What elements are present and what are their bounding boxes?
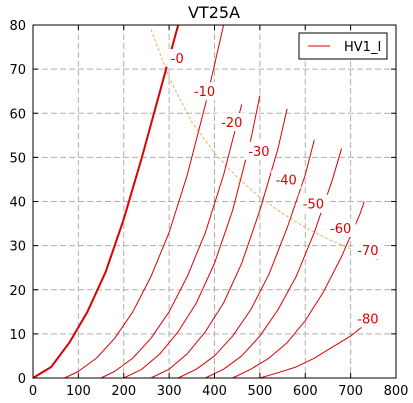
plate-curve-minus-0 bbox=[32, 24, 180, 379]
plate-curve-minus-80 bbox=[259, 324, 365, 379]
curve-label-bg bbox=[189, 82, 220, 101]
x-tick-label: 300 bbox=[157, 384, 182, 399]
curve-label-minus-80: -80 bbox=[357, 312, 378, 327]
grid-lines bbox=[33, 25, 396, 378]
y-tick-label: 40 bbox=[9, 196, 26, 211]
y-tick-label: 30 bbox=[9, 240, 26, 255]
plate-curve-minus-20 bbox=[100, 104, 243, 379]
plate-curve-minus-10 bbox=[64, 24, 225, 379]
x-tick-label: 600 bbox=[293, 384, 318, 399]
legend: HV1_I bbox=[298, 32, 388, 60]
chart-title: VT25A bbox=[188, 3, 240, 22]
y-tick-label: 70 bbox=[9, 63, 26, 78]
curve-label-minus-60: -60 bbox=[330, 222, 351, 237]
plate-curve-minus-50 bbox=[177, 139, 315, 379]
curve-label-bg bbox=[216, 113, 247, 132]
curve-label-bg bbox=[271, 170, 302, 189]
curve-labels-layer: -0 -10 -20 -30 -40 -50 -60 -70 -80 bbox=[166, 49, 383, 328]
x-tick-label: 100 bbox=[66, 384, 91, 399]
x-tick-label: 200 bbox=[111, 384, 136, 399]
curve-label-minus-0: -0 bbox=[171, 52, 184, 67]
curve-label-minus-10: -10 bbox=[194, 85, 215, 100]
y-tick-label: 60 bbox=[9, 107, 26, 122]
dissipation-curve-layer bbox=[150, 29, 379, 261]
curve-label-bg bbox=[352, 309, 383, 328]
y-tick-label: 20 bbox=[9, 284, 26, 299]
max-dissipation-curve bbox=[150, 29, 379, 261]
y-tick-label: 10 bbox=[9, 328, 26, 343]
y-tick-label: 0 bbox=[18, 372, 26, 387]
y-tick-label: 50 bbox=[9, 151, 26, 166]
plate-curve-minus-40 bbox=[150, 108, 288, 379]
curve-label-minus-30: -30 bbox=[248, 145, 269, 160]
curve-label-bg bbox=[298, 194, 329, 213]
curve-label-minus-50: -50 bbox=[303, 198, 324, 213]
x-tick-label: 800 bbox=[384, 384, 409, 399]
curve-label-bg bbox=[325, 218, 356, 237]
plate-curve-minus-30 bbox=[123, 95, 261, 379]
curve-label-bg bbox=[243, 141, 274, 160]
x-tick-label: 400 bbox=[202, 384, 227, 399]
curve-label-bg bbox=[352, 241, 383, 260]
x-tick-label: 700 bbox=[338, 384, 363, 399]
curve-label-bg bbox=[166, 49, 189, 68]
y-tick-label: 80 bbox=[9, 19, 26, 34]
x-tick-label: 0 bbox=[29, 384, 37, 399]
legend-label-hv1-i: HV1_I bbox=[344, 40, 381, 55]
curve-label-minus-40: -40 bbox=[276, 173, 297, 188]
curve-label-minus-70: -70 bbox=[357, 244, 378, 259]
x-tick-label: 500 bbox=[247, 384, 272, 399]
axis-ticks-layer: 0 100 200 300 400 500 600 700 800 0 10 20 30 40 50 60 70… bbox=[9, 19, 408, 399]
curve-label-minus-20: -20 bbox=[221, 116, 242, 131]
